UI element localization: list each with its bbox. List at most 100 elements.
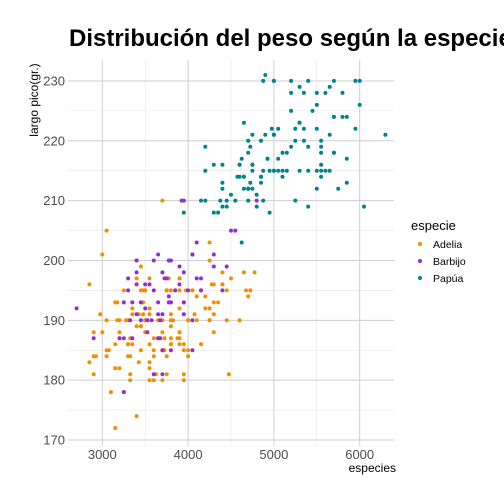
- data-point: [331, 114, 336, 119]
- data-point: [173, 288, 178, 293]
- data-point: [128, 378, 133, 383]
- data-point: [91, 336, 96, 341]
- data-point: [126, 342, 131, 347]
- data-point: [252, 270, 257, 275]
- data-point: [261, 198, 266, 203]
- data-point: [246, 138, 251, 143]
- data-point: [220, 288, 225, 293]
- data-point: [254, 192, 259, 197]
- data-point: [216, 210, 221, 215]
- data-point: [181, 300, 186, 305]
- data-point: [248, 144, 253, 149]
- data-point: [177, 330, 182, 335]
- data-point: [280, 174, 285, 179]
- data-point: [134, 414, 139, 419]
- data-point: [344, 180, 349, 185]
- data-point: [319, 144, 324, 149]
- data-point: [177, 288, 182, 293]
- data-point: [250, 162, 255, 167]
- data-point: [319, 150, 324, 155]
- data-point: [203, 306, 208, 311]
- data-point: [237, 162, 242, 167]
- data-point: [211, 330, 216, 335]
- data-point: [98, 312, 103, 317]
- data-point: [194, 276, 199, 281]
- data-point: [121, 390, 126, 395]
- data-point: [224, 264, 229, 269]
- data-point: [235, 174, 240, 179]
- data-point: [246, 150, 251, 155]
- data-point: [314, 186, 319, 191]
- data-point: [128, 372, 133, 377]
- data-point: [319, 138, 324, 143]
- data-point: [306, 168, 311, 173]
- data-point: [211, 210, 216, 215]
- data-point: [248, 288, 253, 293]
- data-point: [293, 126, 298, 131]
- data-point: [362, 204, 366, 209]
- data-point: [301, 90, 306, 95]
- data-point: [199, 276, 203, 281]
- data-point: [284, 150, 289, 155]
- data-point: [181, 312, 186, 317]
- data-point: [211, 252, 216, 257]
- data-point: [220, 282, 225, 287]
- data-point: [138, 348, 143, 353]
- data-point: [130, 306, 135, 311]
- data-point: [261, 78, 266, 83]
- data-point: [130, 300, 135, 305]
- data-point: [91, 354, 96, 359]
- data-point: [211, 264, 216, 269]
- data-point: [177, 306, 182, 311]
- data-point: [158, 318, 163, 323]
- data-point: [91, 330, 96, 335]
- data-point: [190, 318, 195, 323]
- data-point: [138, 264, 143, 269]
- data-point: [113, 426, 118, 430]
- data-point: [237, 318, 242, 323]
- data-point: [151, 372, 156, 377]
- data-point: [220, 204, 225, 209]
- data-point: [160, 198, 165, 203]
- data-point: [147, 360, 152, 365]
- data-point: [126, 354, 131, 359]
- data-point: [104, 354, 109, 359]
- data-point: [319, 162, 324, 167]
- data-point: [149, 318, 154, 323]
- data-point: [74, 306, 79, 311]
- data-point: [207, 318, 212, 323]
- data-point: [211, 312, 216, 317]
- data-point: [250, 132, 255, 137]
- data-point: [327, 168, 332, 173]
- data-point: [284, 168, 289, 173]
- data-point: [344, 156, 349, 161]
- data-point: [177, 276, 182, 281]
- data-point: [134, 324, 139, 329]
- data-point: [226, 372, 231, 377]
- y-tick-label: 220: [43, 133, 65, 148]
- data-point: [171, 318, 176, 323]
- data-point: [166, 294, 171, 299]
- data-point: [104, 318, 109, 323]
- data-point: [310, 108, 315, 113]
- data-point: [186, 288, 191, 293]
- data-point: [289, 90, 294, 95]
- data-point: [147, 342, 152, 347]
- data-point: [248, 180, 253, 185]
- data-point: [87, 282, 92, 287]
- data-point: [147, 378, 152, 383]
- data-point: [209, 282, 214, 287]
- data-point: [168, 324, 173, 329]
- data-point: [323, 90, 328, 95]
- data-point: [194, 240, 199, 245]
- data-point: [319, 168, 324, 173]
- data-point: [241, 174, 246, 179]
- data-point: [319, 174, 324, 179]
- data-point: [160, 348, 165, 353]
- data-point: [207, 240, 212, 245]
- data-point: [143, 282, 148, 287]
- data-point: [156, 312, 161, 317]
- data-point: [117, 336, 122, 341]
- data-point: [267, 210, 272, 215]
- data-point: [327, 84, 332, 89]
